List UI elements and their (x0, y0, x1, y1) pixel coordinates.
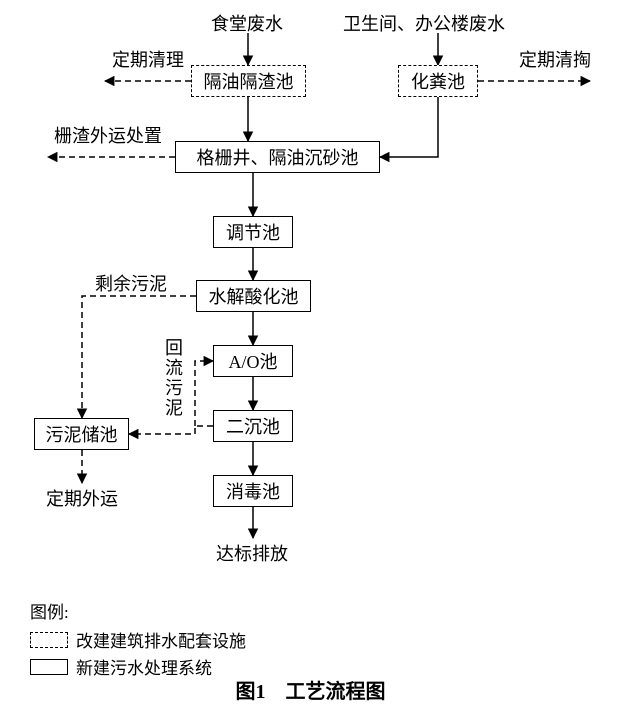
label-src_canteen: 食堂废水 (211, 10, 283, 36)
label-lbl_clean2: 定期清掏 (519, 46, 591, 72)
node-hydro: 水解酸化池 (196, 280, 311, 312)
label-src_toilet: 卫生间、办公楼废水 (343, 10, 505, 36)
node-sludge: 污泥储池 (34, 418, 129, 450)
label-lbl_discharge: 达标排放 (216, 540, 288, 566)
node-septic: 化粪池 (398, 65, 478, 97)
node-screen: 格栅井、隔油沉砂池 (175, 141, 380, 173)
label-lbl_clean1: 定期清理 (112, 46, 184, 72)
legend: 图例:改建建筑排水配套设施新建污水处理系统 (30, 598, 246, 681)
node-disinf: 消毒池 (213, 475, 293, 507)
legend-title: 图例: (30, 598, 246, 623)
legend-item-0: 改建建筑排水配套设施 (30, 627, 246, 652)
node-oil_sep: 隔油隔渣池 (191, 65, 306, 97)
node-ao: A/O池 (213, 345, 293, 377)
edge-sed2_return_ao (195, 361, 213, 426)
label-lbl_return4: 泥 (165, 394, 183, 420)
legend-swatch-solid (30, 659, 68, 675)
edge-sed2_to_sludge (129, 426, 213, 434)
flowchart-canvas: 隔油隔渣池化粪池格栅井、隔油沉砂池调节池水解酸化池A/O池二沉池消毒池污泥储池 … (0, 0, 621, 710)
legend-swatch-dashed (30, 632, 68, 648)
node-sed2: 二沉池 (213, 410, 293, 442)
label-lbl_out: 定期外运 (46, 485, 118, 511)
edge-septic_to_scr (380, 97, 438, 157)
node-equal: 调节池 (213, 216, 293, 248)
legend-text-0: 改建建筑排水配套设施 (76, 627, 246, 652)
figure-caption: 图1 工艺流程图 (0, 675, 621, 704)
label-lbl_excess: 剩余污泥 (95, 270, 167, 296)
label-lbl_rack: 栅渣外运处置 (54, 122, 162, 148)
